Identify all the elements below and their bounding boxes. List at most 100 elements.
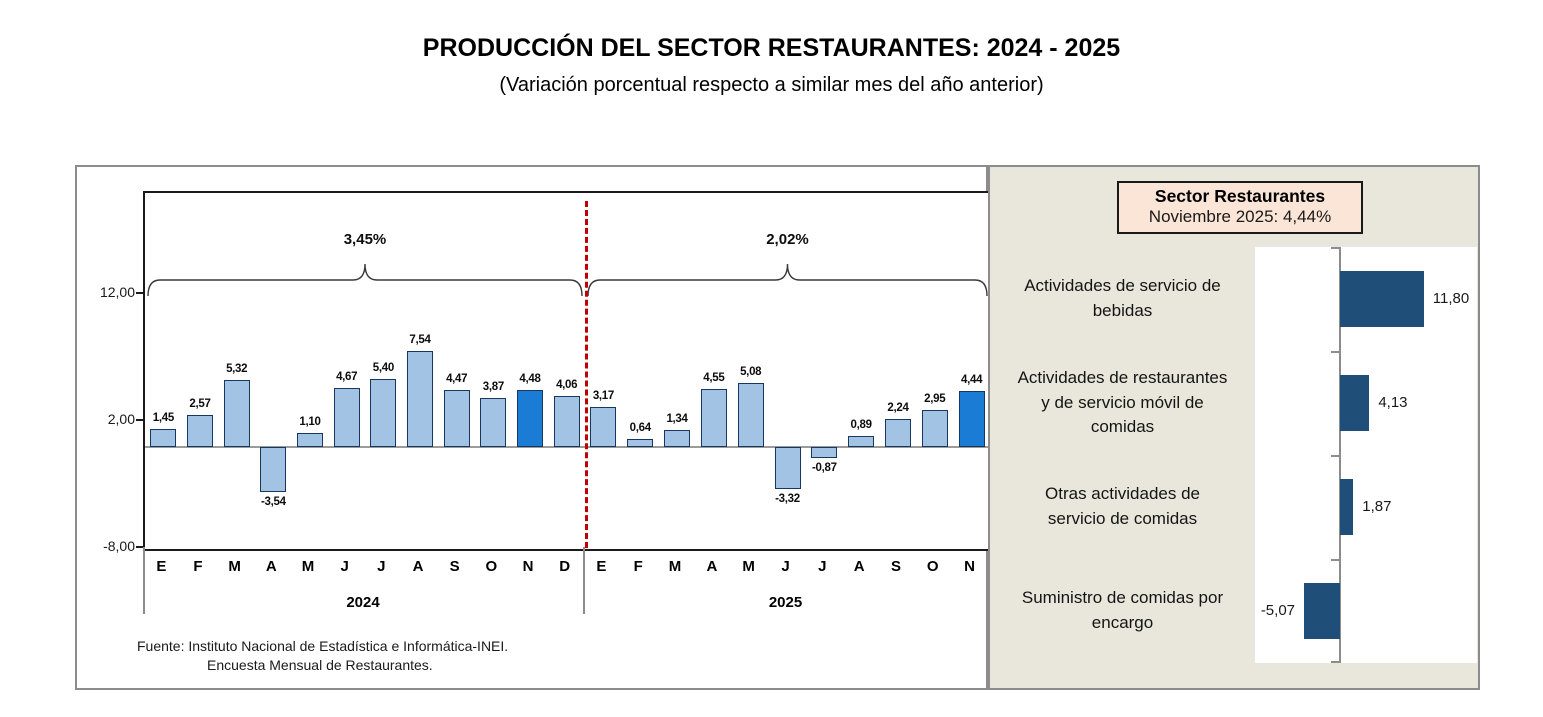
bar-2025-F2 <box>627 439 654 448</box>
sector-bar-2 <box>1340 375 1370 431</box>
sector-subtitle: Noviembre 2025: 4,44% <box>1148 207 1332 226</box>
bar-2025-E1 <box>590 406 617 448</box>
source-note-line1: Fuente: Instituto Nacional de Estadístic… <box>137 638 509 654</box>
bar-value-label: 4,67 <box>336 370 358 383</box>
bar-value-label: 4,47 <box>446 373 468 386</box>
sector-bar-chart: 11,80 4,13 1,87 -5,07 <box>1255 247 1477 663</box>
month-label: O <box>485 558 498 575</box>
bar-value-label: 1,45 <box>152 411 174 424</box>
year-label: 2025 <box>768 594 803 611</box>
category-separator-line <box>143 547 145 614</box>
sector-value-axis <box>1339 247 1341 663</box>
source-note: Fuente: Instituto Nacional de Estadístic… <box>137 637 508 675</box>
month-label: J <box>340 558 349 575</box>
sector-bar-value-label: 4,13 <box>1378 394 1408 411</box>
bar-value-label: 2,95 <box>924 392 946 405</box>
sector-axis-tick <box>1331 351 1339 353</box>
source-note-line2: Encuesta Mensual de Restaurantes. <box>207 657 433 673</box>
bar-2025-M5 <box>737 382 764 448</box>
sector-axis-tick <box>1331 661 1339 663</box>
month-label: M <box>228 558 241 575</box>
bar-2025-M3 <box>664 430 691 448</box>
bar-2025-O10 <box>921 409 948 448</box>
zero-axis-line <box>145 446 990 449</box>
sector-category-label: Actividades de restaurantes y de servici… <box>1017 368 1228 437</box>
sector-category-label: Actividades de servicio de bebidas <box>1024 276 1221 320</box>
sector-panel: Sector Restaurantes Noviembre 2025: 4,44… <box>988 165 1480 690</box>
sector-category-label: Otras actividades de servicio de comidas <box>1045 484 1200 528</box>
bar-value-label: 4,06 <box>556 378 578 391</box>
page-subtitle: (Variación porcentual respecto a similar… <box>499 74 1044 96</box>
bar-2024-N11 <box>517 390 543 448</box>
month-label: S <box>449 558 460 575</box>
bar-value-label: 4,48 <box>519 373 541 386</box>
bar-value-label: 5,08 <box>740 365 762 378</box>
month-label: S <box>890 558 901 575</box>
bar-value-label: 7,54 <box>409 334 431 347</box>
bar-2025-S9 <box>884 418 911 448</box>
month-label: M <box>301 558 315 575</box>
monthly-chart-panel: 1,45 2,57 5,32 -3,54 1,10 4,67 5,40 7,54 4,47 3,8… <box>75 165 992 690</box>
bar-value-label: 5,32 <box>226 362 248 375</box>
bar-2025-J6 <box>774 447 801 490</box>
bar-2025-A4 <box>700 389 727 448</box>
sector-axis-tick <box>1331 559 1339 561</box>
sector-axis-tick <box>1331 247 1339 249</box>
bar-2024-A8 <box>407 351 433 448</box>
y-axis-tick-label: -8,00 <box>103 538 135 554</box>
bar-value-label: -3,54 <box>260 496 286 509</box>
month-label: E <box>156 558 167 575</box>
month-label: A <box>706 558 718 575</box>
bar-value-label: 3,17 <box>592 389 614 402</box>
sector-bar-4 <box>1304 583 1340 639</box>
sector-bar-1 <box>1340 271 1424 327</box>
bar-2024-J6 <box>333 387 360 448</box>
month-label: M <box>668 558 682 575</box>
bar-2024-A4 <box>260 447 287 493</box>
month-label: J <box>377 558 386 575</box>
bar-value-label: 1,34 <box>666 413 688 426</box>
month-label: F <box>633 558 643 575</box>
y-axis-tick-label: 12,00 <box>99 283 135 300</box>
bar-2024-M5 <box>297 433 323 448</box>
category-separator-line <box>583 547 585 614</box>
bar-value-label: -3,32 <box>775 493 800 506</box>
month-label: A <box>853 558 865 575</box>
month-label: A <box>265 558 277 575</box>
bar-value-label: 4,55 <box>703 372 725 385</box>
bar-2024-O10 <box>480 398 507 448</box>
month-label: A <box>412 558 424 575</box>
sector-title-box: Sector Restaurantes Noviembre 2025: 4,44… <box>1117 181 1363 234</box>
month-label: D <box>559 558 571 575</box>
month-label: N <box>964 558 975 575</box>
monthly-bar-chart: 1,45 2,57 5,32 -3,54 1,10 4,67 5,40 7,54 4,47 3,8… <box>143 191 992 551</box>
month-label: J <box>781 558 790 575</box>
month-label: O <box>926 558 939 575</box>
year-label: 2024 <box>346 594 380 611</box>
y-axis-tick-mark <box>136 418 143 421</box>
annual-average-label-2024: 3,45% <box>343 231 387 248</box>
month-label: N <box>522 558 534 575</box>
bar-value-label: 4,44 <box>960 373 983 386</box>
sector-bar-value-label: 11,80 <box>1432 290 1470 307</box>
bar-value-label: -0,87 <box>811 462 837 475</box>
month-label: E <box>596 558 607 575</box>
sector-category-label: Suministro de comidas por encargo <box>1021 588 1224 632</box>
y-axis-tick-mark <box>136 291 143 294</box>
annual-average-label-2025: 2,02% <box>766 231 809 248</box>
bar-2024-D12 <box>553 395 580 448</box>
y-axis-tick-mark <box>136 546 143 548</box>
bar-2024-J7 <box>370 378 397 448</box>
bar-value-label: 3,87 <box>482 381 504 394</box>
bar-2024-F2 <box>187 414 213 448</box>
bar-value-label: 1,10 <box>299 416 321 429</box>
bar-value-label: 5,40 <box>372 361 394 374</box>
sector-bar-value-label: 1,87 <box>1362 498 1392 515</box>
bar-value-label: 2,57 <box>189 397 211 410</box>
bar-value-label: 0,64 <box>629 422 651 435</box>
brace-2024 <box>147 263 583 297</box>
bar-2024-E1 <box>150 428 177 448</box>
page-title: PRODUCCIÓN DEL SECTOR RESTAURANTES: 2024… <box>422 34 1121 62</box>
bar-value-label: 2,24 <box>887 401 909 414</box>
